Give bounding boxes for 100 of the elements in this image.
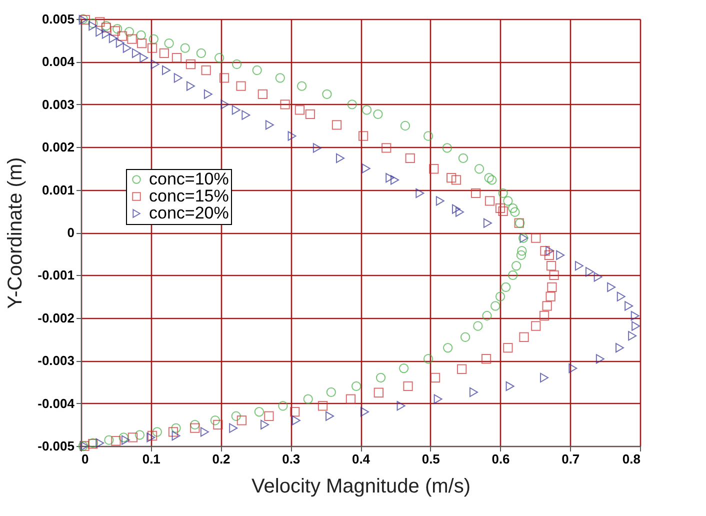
point — [136, 38, 147, 48]
point — [506, 381, 514, 392]
point — [236, 81, 246, 91]
x-tick-label: 0.3 — [282, 452, 300, 466]
point — [540, 372, 549, 383]
y-tick-label: 0.005 — [42, 12, 74, 26]
point — [483, 218, 492, 228]
y-tick-label: 0 — [67, 225, 74, 240]
point — [201, 65, 211, 76]
point — [539, 310, 550, 321]
x-tick-label: 0 — [82, 452, 89, 466]
point — [186, 59, 196, 70]
point — [88, 21, 98, 31]
x-tick-label: 0.8 — [622, 452, 640, 466]
point — [574, 260, 584, 271]
legend-label: conc=10% — [149, 170, 229, 188]
point — [132, 48, 140, 58]
point — [484, 196, 495, 206]
point — [358, 131, 368, 141]
point — [596, 354, 604, 364]
y-tick-label: -0.005 — [38, 438, 74, 454]
y-tick-label: 0.004 — [42, 54, 76, 70]
point — [436, 196, 444, 206]
point — [116, 38, 124, 48]
point — [531, 233, 541, 243]
point — [96, 438, 104, 448]
point — [121, 435, 130, 445]
point — [469, 387, 478, 398]
point — [615, 342, 624, 353]
point — [362, 164, 370, 174]
y-axis-title: Y-Coordinate (m) — [4, 157, 27, 309]
point — [159, 48, 169, 58]
point — [260, 420, 270, 430]
x-axis-title: Velocity Magnitude (m/s) — [252, 476, 470, 498]
point — [546, 246, 554, 256]
point — [172, 53, 182, 63]
point — [147, 43, 158, 53]
point — [455, 207, 464, 217]
point — [390, 175, 399, 185]
point — [405, 153, 415, 164]
point — [416, 188, 424, 198]
point — [498, 206, 508, 216]
point — [162, 65, 170, 76]
y-tick-label: -0.001 — [38, 268, 74, 283]
point — [102, 29, 110, 39]
point — [127, 34, 137, 44]
point — [110, 26, 120, 36]
point — [332, 120, 342, 130]
point — [220, 100, 230, 110]
point — [546, 260, 556, 271]
point — [360, 407, 369, 417]
point — [264, 411, 274, 421]
point — [305, 109, 316, 120]
point — [258, 89, 268, 99]
point — [382, 143, 392, 153]
point — [290, 407, 300, 417]
x-tick-label: 0.2 — [212, 452, 230, 466]
point — [204, 89, 212, 99]
point — [140, 53, 148, 63]
point — [495, 203, 506, 213]
point — [280, 100, 290, 110]
point — [568, 363, 578, 374]
point — [80, 15, 90, 25]
point — [186, 81, 195, 91]
point — [434, 394, 442, 404]
x-tick-label: 0.6 — [492, 452, 510, 466]
point — [312, 143, 322, 153]
point — [470, 188, 481, 198]
y-tick-label: 0.002 — [42, 140, 74, 155]
point — [540, 246, 550, 256]
point — [374, 388, 384, 398]
point — [396, 401, 406, 411]
y-tick-label: -0.003 — [38, 353, 74, 368]
point — [346, 394, 356, 404]
legend-label: conc=20% — [149, 204, 229, 222]
point — [336, 153, 344, 164]
point — [430, 372, 440, 383]
point — [544, 250, 554, 260]
point — [265, 120, 274, 130]
point — [213, 420, 223, 430]
point — [585, 266, 594, 277]
point — [232, 105, 240, 115]
point — [531, 321, 541, 331]
x-tick-label: 0.1 — [142, 452, 160, 466]
point — [95, 17, 105, 27]
point — [451, 175, 462, 185]
point — [429, 164, 439, 174]
point — [547, 282, 557, 292]
point — [630, 310, 640, 321]
point — [229, 423, 238, 433]
x-tick-label: 0.7 — [562, 452, 580, 466]
point — [503, 342, 513, 353]
point — [96, 26, 104, 37]
point — [219, 73, 230, 83]
point — [594, 272, 602, 282]
point — [386, 173, 394, 183]
point — [242, 110, 250, 120]
point — [326, 411, 334, 421]
point — [150, 59, 160, 70]
point — [403, 381, 413, 392]
